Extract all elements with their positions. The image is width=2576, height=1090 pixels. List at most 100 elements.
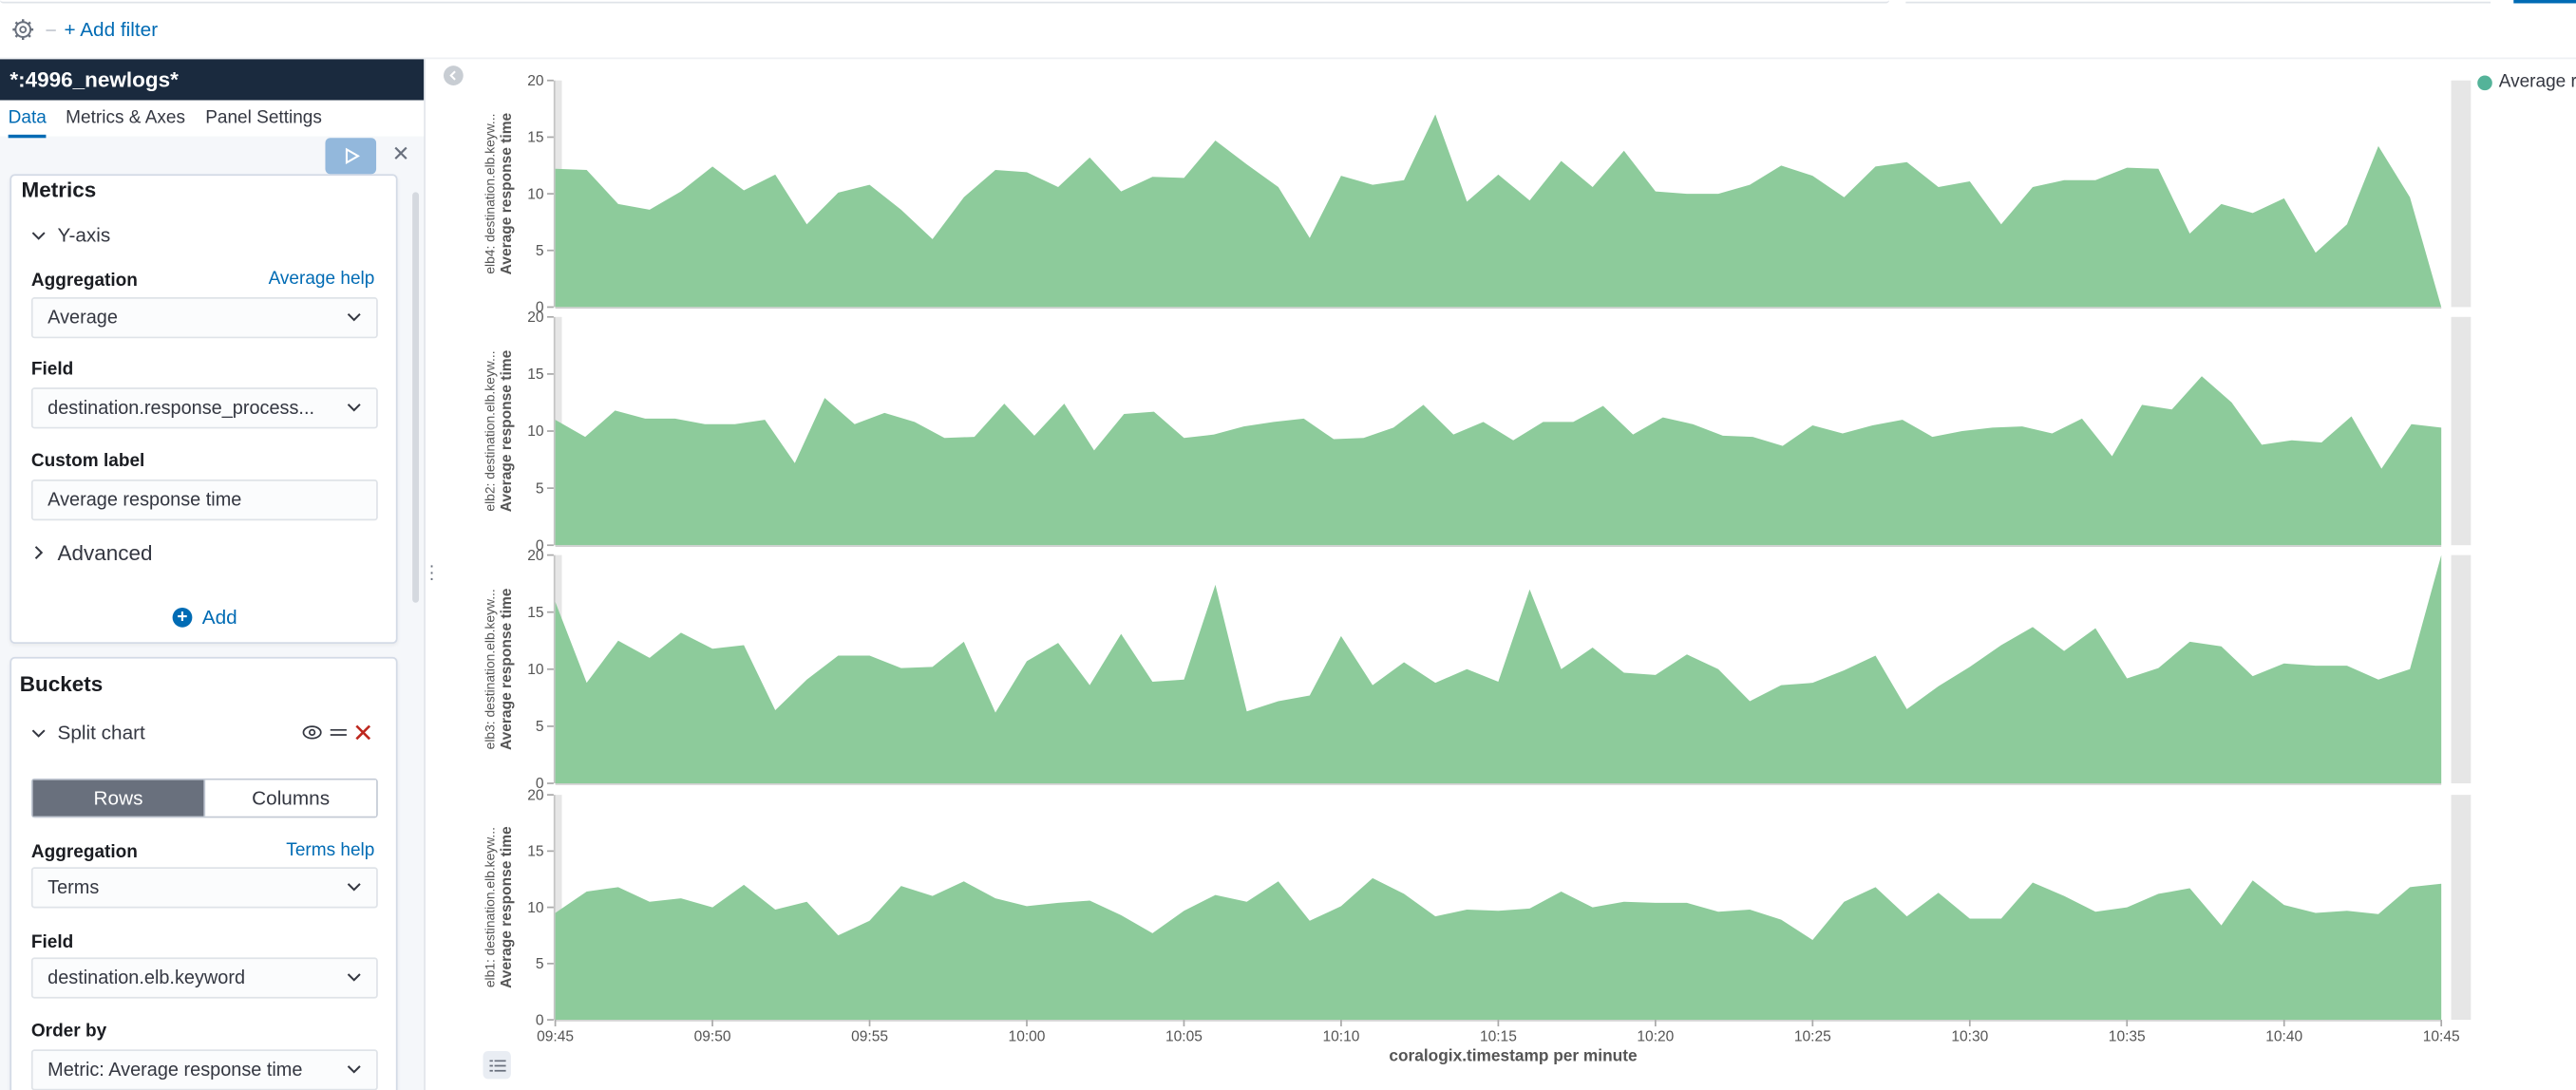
chevron-down-icon	[347, 973, 361, 982]
x-tick-label: 10:05	[1165, 1029, 1203, 1045]
custom-label-input[interactable]: Average response time	[30, 479, 378, 521]
x-tick-label: 10:25	[1794, 1029, 1831, 1045]
chevron-down-icon	[347, 1065, 361, 1074]
bucket-aggregation-label: Aggregation	[30, 842, 138, 863]
bucket-aggregation-value: Terms	[47, 878, 100, 899]
bucket-field-select[interactable]: destination.elb.keyword	[30, 957, 378, 999]
tab-metrics-axes[interactable]: Metrics & Axes	[66, 108, 186, 128]
y-tick-label: 10	[527, 900, 544, 916]
date-picker[interactable]	[1905, 0, 2491, 4]
filter-bar: + Add filter	[0, 0, 2576, 60]
average-help-link[interactable]: Average help	[268, 269, 375, 290]
bucket-field-label: Field	[30, 932, 74, 953]
tab-panel-settings[interactable]: Panel Settings	[205, 108, 322, 128]
y-axis-title: Average response time	[499, 588, 515, 750]
plus-icon: +	[172, 607, 193, 628]
collapse-sidebar-button[interactable]	[443, 66, 464, 85]
query-bar[interactable]	[0, 0, 1890, 4]
field-label: Field	[30, 359, 74, 380]
chevron-down-icon	[347, 312, 361, 322]
x-tick-label: 10:15	[1480, 1029, 1517, 1045]
x-tick-label: 10:40	[2265, 1029, 2302, 1045]
custom-label-label: Custom label	[30, 451, 145, 472]
panel-right-strip	[2451, 795, 2472, 1021]
y-tick-label: 20	[527, 73, 544, 89]
rows-button[interactable]: Rows	[32, 780, 204, 817]
y-tick-label: 0	[536, 776, 544, 792]
panel-right-strip	[2451, 316, 2472, 546]
chevron-down-icon	[347, 883, 361, 892]
x-tick-label: 09:55	[851, 1029, 888, 1045]
y-tick-label: 15	[527, 844, 543, 860]
chevron-down-icon	[347, 404, 361, 412]
metrics-title: Metrics	[21, 177, 97, 202]
x-tick-label: 10:45	[2423, 1029, 2460, 1045]
y-tick-label: 0	[536, 300, 544, 316]
order-by-select[interactable]: Metric: Average response time	[30, 1049, 378, 1090]
play-icon	[345, 147, 359, 164]
discard-button[interactable]: ✕	[391, 141, 410, 166]
y-tick-label: 5	[536, 719, 544, 735]
aggregation-label: Aggregation	[30, 271, 138, 291]
area-series-2	[555, 376, 2442, 546]
metrics-panel: Metrics Y-axis Aggregation Average help …	[9, 174, 398, 645]
drag-handle-icon[interactable]	[330, 725, 347, 739]
field-select[interactable]: destination.response_process...	[30, 387, 378, 429]
y-tick-label: 15	[527, 366, 543, 383]
y-axis-accordion[interactable]: Y-axis	[31, 223, 110, 246]
refresh-button[interactable]	[2513, 0, 2576, 4]
columns-button[interactable]: Columns	[203, 780, 377, 817]
apply-changes-button[interactable]	[325, 138, 377, 175]
chart-legend[interactable]: Average re	[2477, 72, 2576, 92]
buckets-panel: Buckets Split chart Rows Columns Aggrega…	[9, 656, 398, 1090]
split-chart-label: Split chart	[57, 721, 145, 744]
y-axis-title: Average response time	[499, 349, 515, 512]
y-tick-label: 20	[527, 787, 544, 803]
split-row-label: elb3: destination.elb.keyw...	[483, 589, 498, 749]
chevron-down-icon	[31, 231, 46, 239]
y-tick-label: 20	[527, 548, 544, 564]
gear-icon[interactable]	[11, 18, 34, 41]
aggregation-select[interactable]: Average	[30, 297, 378, 339]
y-tick-label: 15	[527, 605, 543, 621]
x-tick-label: 09:50	[694, 1029, 731, 1045]
bucket-field-value: destination.elb.keyword	[47, 968, 246, 989]
terms-help-link[interactable]: Terms help	[286, 840, 375, 861]
tab-data[interactable]: Data	[8, 108, 47, 139]
resize-handle[interactable]: · · ·	[428, 556, 435, 590]
x-tick-label: 10:00	[1009, 1029, 1046, 1045]
legend-toggle-button[interactable]	[483, 1050, 511, 1080]
bucket-aggregation-select[interactable]: Terms	[30, 867, 378, 909]
editor-sidebar: *:4996_newlogs* Data Metrics & Axes Pane…	[0, 59, 426, 1090]
remove-icon[interactable]	[355, 724, 371, 741]
y-tick-label: 20	[527, 310, 544, 326]
field-value: destination.response_process...	[47, 399, 315, 420]
panel-left-strip	[553, 795, 562, 1021]
y-tick-label: 10	[527, 186, 544, 202]
add-filter-button[interactable]: + Add filter	[64, 18, 159, 42]
sidebar-scrollbar[interactable]	[412, 192, 420, 603]
chevron-left-icon	[449, 70, 456, 81]
rows-columns-toggle: Rows Columns	[30, 778, 378, 818]
advanced-toggle[interactable]: Advanced	[31, 540, 153, 565]
legend-dot	[2477, 74, 2492, 90]
area-series-4	[555, 877, 2442, 1021]
order-by-value: Metric: Average response time	[47, 1061, 303, 1081]
add-label: Add	[201, 606, 237, 630]
divider	[46, 29, 56, 31]
split-chart-actions	[302, 724, 371, 741]
eye-icon[interactable]	[302, 724, 322, 741]
y-tick-label: 5	[536, 480, 544, 497]
index-pattern-title: *:4996_newlogs*	[0, 59, 425, 101]
x-axis-title: coralogix.timestamp per minute	[1389, 1045, 1638, 1064]
add-metric-button[interactable]: + Add	[172, 606, 237, 630]
split-chart-accordion[interactable]: Split chart	[31, 721, 145, 744]
x-tick-label: 10:10	[1322, 1029, 1359, 1045]
y-tick-label: 15	[527, 130, 543, 146]
y-tick-label: 10	[527, 423, 544, 440]
panel-right-strip	[2451, 80, 2472, 308]
y-axis-title: Average response time	[499, 112, 515, 274]
advanced-label: Advanced	[57, 540, 153, 565]
